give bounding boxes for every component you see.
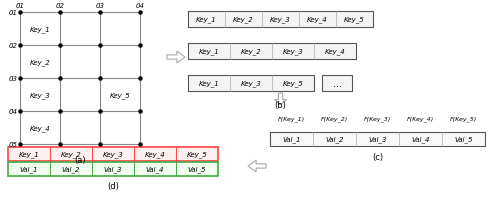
Text: Key_4: Key_4	[324, 48, 345, 55]
Text: Val_2: Val_2	[62, 166, 80, 173]
Text: Key_5: Key_5	[282, 80, 304, 87]
Text: Key_1: Key_1	[18, 151, 40, 158]
Text: Key_3: Key_3	[270, 17, 291, 23]
Text: Val_4: Val_4	[411, 136, 430, 143]
Text: ...: ...	[332, 79, 342, 89]
Bar	[8, 147, 218, 161]
Text: F(Key_1): F(Key_1)	[278, 116, 305, 121]
Text: 03: 03	[96, 3, 104, 9]
Text: Key_5: Key_5	[110, 92, 130, 98]
Text: Key_1: Key_1	[196, 17, 217, 23]
Text: Val_2: Val_2	[325, 136, 344, 143]
Text: Val_5: Val_5	[188, 166, 206, 173]
Text: Key_4: Key_4	[144, 151, 166, 158]
Text: 03: 03	[9, 76, 18, 82]
Text: 02: 02	[56, 3, 64, 9]
Text: 02: 02	[9, 43, 18, 49]
Text: Key_4: Key_4	[307, 17, 328, 23]
Text: 04: 04	[136, 3, 144, 9]
Text: Val_3: Val_3	[368, 136, 387, 143]
Text: Val_5: Val_5	[454, 136, 473, 143]
Text: Val_1: Val_1	[282, 136, 301, 143]
Text: F(Key_2): F(Key_2)	[321, 116, 348, 121]
Text: (a): (a)	[74, 155, 86, 164]
Text: Key_2: Key_2	[60, 151, 82, 158]
Bar	[188, 76, 314, 92]
Bar	[188, 12, 373, 28]
Text: Key_3: Key_3	[240, 80, 262, 87]
Text: Key_4: Key_4	[30, 124, 50, 131]
Polygon shape	[274, 94, 286, 105]
Text: Key_3: Key_3	[30, 92, 50, 98]
Text: Key_5: Key_5	[186, 151, 208, 158]
Text: Key_2: Key_2	[30, 59, 50, 65]
Text: 01: 01	[9, 10, 18, 16]
Text: Key_3: Key_3	[102, 151, 124, 158]
Text: 05: 05	[9, 141, 18, 147]
Text: F(Key_5): F(Key_5)	[450, 116, 477, 121]
Text: Val_4: Val_4	[146, 166, 164, 173]
Bar	[8, 162, 218, 176]
Text: Key_5: Key_5	[344, 17, 365, 23]
Text: (b): (b)	[274, 101, 286, 110]
Polygon shape	[167, 52, 185, 64]
Text: Key_2: Key_2	[240, 48, 262, 55]
Bar	[270, 132, 485, 146]
Text: Val_1: Val_1	[20, 166, 38, 173]
Polygon shape	[248, 160, 266, 172]
Text: 01: 01	[16, 3, 24, 9]
Text: Key_3: Key_3	[282, 48, 304, 55]
Text: F(Key_4): F(Key_4)	[407, 116, 434, 121]
Text: Key_1: Key_1	[198, 48, 220, 55]
Text: Key_1: Key_1	[198, 80, 220, 87]
Text: (d): (d)	[107, 181, 119, 190]
Bar	[188, 44, 356, 60]
Text: 04: 04	[9, 109, 18, 114]
Text: Key_2: Key_2	[233, 17, 254, 23]
Text: (c): (c)	[372, 152, 383, 161]
Text: Key_1: Key_1	[30, 26, 50, 33]
Bar	[322, 76, 352, 92]
Text: F(Key_3): F(Key_3)	[364, 116, 391, 121]
Text: Val_3: Val_3	[104, 166, 122, 173]
